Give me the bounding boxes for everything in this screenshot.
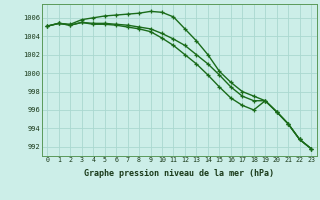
X-axis label: Graphe pression niveau de la mer (hPa): Graphe pression niveau de la mer (hPa) [84, 169, 274, 178]
